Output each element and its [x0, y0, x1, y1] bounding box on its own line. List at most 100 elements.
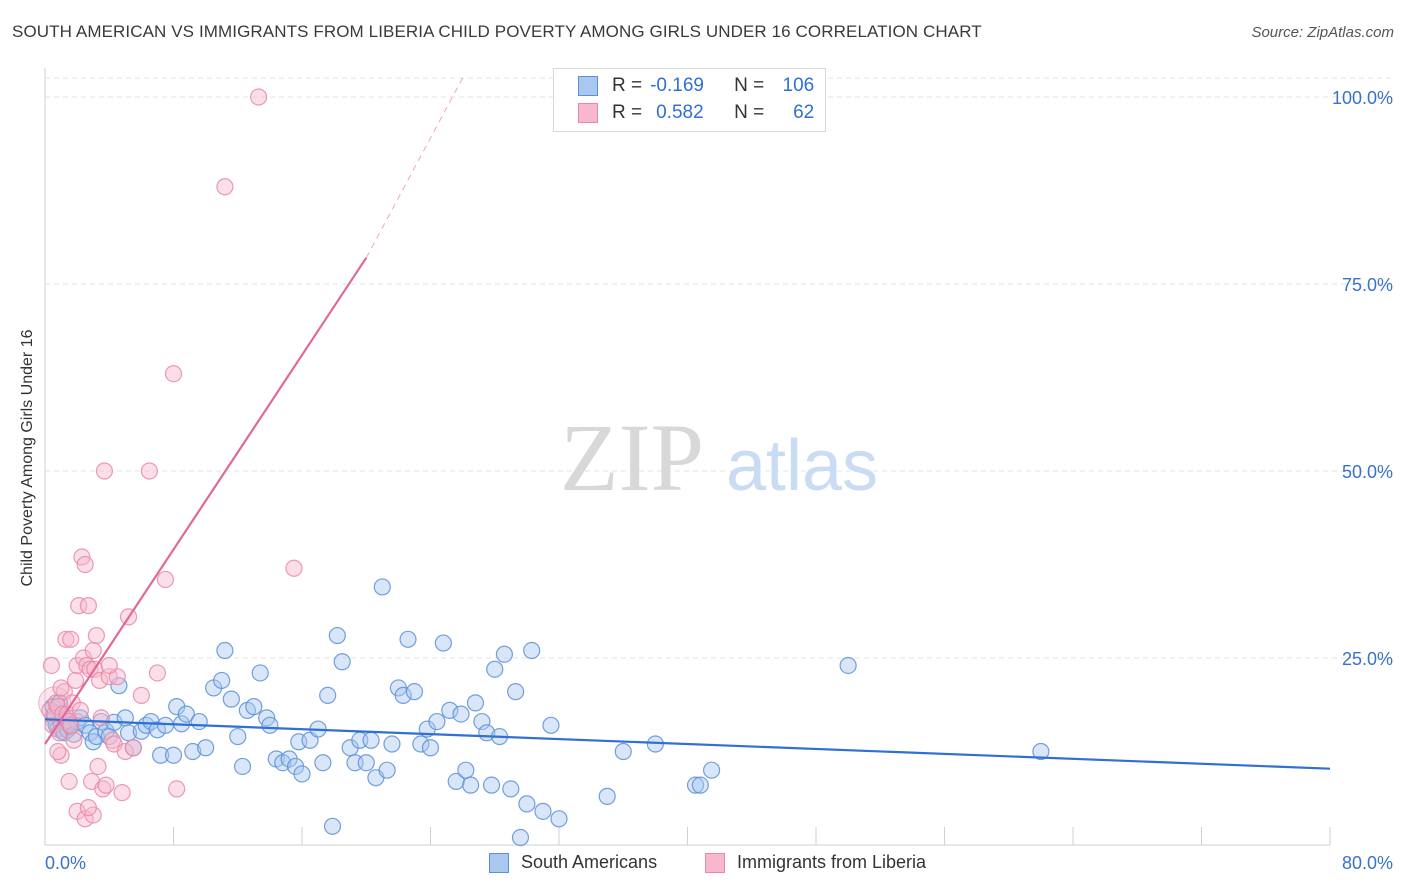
- tick-labels: 25.0% 50.0% 75.0% 100.0% 0.0% 80.0%: [45, 88, 1393, 873]
- grid-lines: [45, 77, 1395, 659]
- legend-swatch-blue: [578, 76, 598, 96]
- liberia-point: [164, 365, 183, 383]
- liberia-point: [156, 570, 175, 589]
- watermark-zip: ZIP: [560, 404, 704, 511]
- legend-item-south-americans: South Americans: [489, 852, 657, 873]
- liberia-point: [140, 462, 159, 480]
- legend-swatch-pink: [705, 852, 725, 873]
- liberia-point: [95, 462, 114, 480]
- south-american-point: [378, 761, 396, 779]
- liberia-point: [132, 686, 150, 705]
- south-american-point: [502, 780, 520, 798]
- y-tick-label: 75.0%: [1342, 275, 1393, 295]
- south-american-point: [357, 754, 375, 772]
- south-american-point: [1032, 742, 1050, 761]
- south-american-point: [523, 641, 541, 660]
- south-american-point: [362, 731, 380, 749]
- south-american-point: [441, 701, 459, 719]
- trend-lines: [44, 77, 1331, 770]
- liberia-point: [42, 656, 61, 675]
- liberia-point: [97, 776, 115, 794]
- south-american-point: [251, 664, 269, 682]
- chart-title: SOUTH AMERICAN VS IMMIGRANTS FROM LIBERI…: [12, 22, 982, 41]
- legend-r-label: R =: [612, 75, 643, 96]
- south-american-point: [507, 683, 525, 701]
- liberia-point: [124, 739, 142, 757]
- south-american-point: [373, 578, 391, 596]
- south-american-point: [462, 776, 480, 794]
- data-points: [38, 88, 1050, 847]
- liberia-trend-extension: [365, 77, 464, 259]
- legend-row-liberia: R = 0.582 N = 62: [578, 101, 814, 125]
- south-american-point: [245, 698, 263, 716]
- south-american-point: [550, 810, 568, 828]
- south-american-point: [542, 716, 560, 734]
- legend-label-liberia: Immigrants from Liberia: [737, 852, 927, 872]
- south-american-point: [421, 739, 440, 757]
- liberia-point: [62, 630, 80, 648]
- south-american-point: [482, 776, 501, 794]
- correlation-legend: R = -0.169 N = 106 R = 0.582 N = 62: [553, 68, 826, 132]
- south-american-point: [383, 735, 401, 753]
- legend-r-value: -0.169: [650, 75, 704, 96]
- liberia-point: [71, 701, 89, 719]
- legend-swatch-blue: [489, 852, 509, 873]
- liberia-point: [113, 784, 131, 802]
- south-american-point: [213, 671, 231, 690]
- south-american-point: [216, 641, 234, 660]
- watermark-atlas: atlas: [726, 426, 878, 506]
- liberia-point: [76, 555, 94, 574]
- south-american-point: [233, 757, 252, 776]
- south-american-point: [152, 746, 170, 764]
- south-american-point: [197, 739, 215, 757]
- south-american-point: [222, 690, 240, 708]
- south-american-point: [394, 686, 412, 705]
- liberia-point: [91, 671, 109, 690]
- legend-n-value: 62: [793, 102, 815, 123]
- liberia-point: [49, 742, 67, 761]
- liberia-point: [285, 559, 303, 577]
- liberia-point: [89, 757, 107, 776]
- south-american-point: [156, 716, 175, 734]
- south-american-point: [412, 735, 430, 753]
- south-american-point: [686, 776, 705, 794]
- y-tick-label: 100.0%: [1332, 88, 1393, 108]
- liberia-point: [100, 656, 118, 675]
- legend-n-label: N =: [734, 75, 765, 96]
- legend-label-south-americans: South Americans: [521, 852, 658, 872]
- south-american-point: [399, 630, 417, 648]
- y-tick-label: 25.0%: [1342, 649, 1393, 669]
- south-american-point: [518, 795, 536, 813]
- south-american-point: [428, 712, 446, 731]
- south-american-point: [314, 754, 332, 772]
- south-american-point: [177, 705, 195, 723]
- south-american-trend-line: [44, 718, 1331, 770]
- legend-swatch-pink: [578, 103, 598, 123]
- south-american-point: [598, 787, 616, 805]
- legend-row-south-american: R = -0.169 N = 106: [578, 74, 814, 98]
- liberia-point: [76, 810, 94, 828]
- liberia-point: [87, 626, 106, 645]
- series-legend: South Americans Immigrants from Liberia: [0, 852, 1406, 876]
- south-american-point: [534, 802, 552, 820]
- south-american-point: [164, 746, 183, 764]
- liberia-point: [216, 178, 234, 196]
- liberia-point: [84, 641, 102, 660]
- legend-n-label: N =: [734, 102, 765, 123]
- liberia-point: [66, 671, 85, 690]
- south-american-point: [452, 705, 470, 723]
- legend-n-value: 106: [782, 75, 815, 96]
- south-american-point: [466, 694, 485, 712]
- liberia-trend-line: [44, 257, 368, 745]
- south-american-point: [457, 761, 475, 779]
- liberia-point: [92, 709, 110, 727]
- south-american-point: [614, 742, 632, 761]
- source-label: Source: ZipAtlas.com: [1251, 24, 1394, 41]
- south-american-point: [511, 828, 530, 847]
- south-american-point: [434, 634, 452, 652]
- south-american-point: [323, 817, 342, 835]
- liberia-point: [250, 88, 268, 106]
- liberia-point: [148, 664, 167, 682]
- south-american-point: [293, 765, 311, 783]
